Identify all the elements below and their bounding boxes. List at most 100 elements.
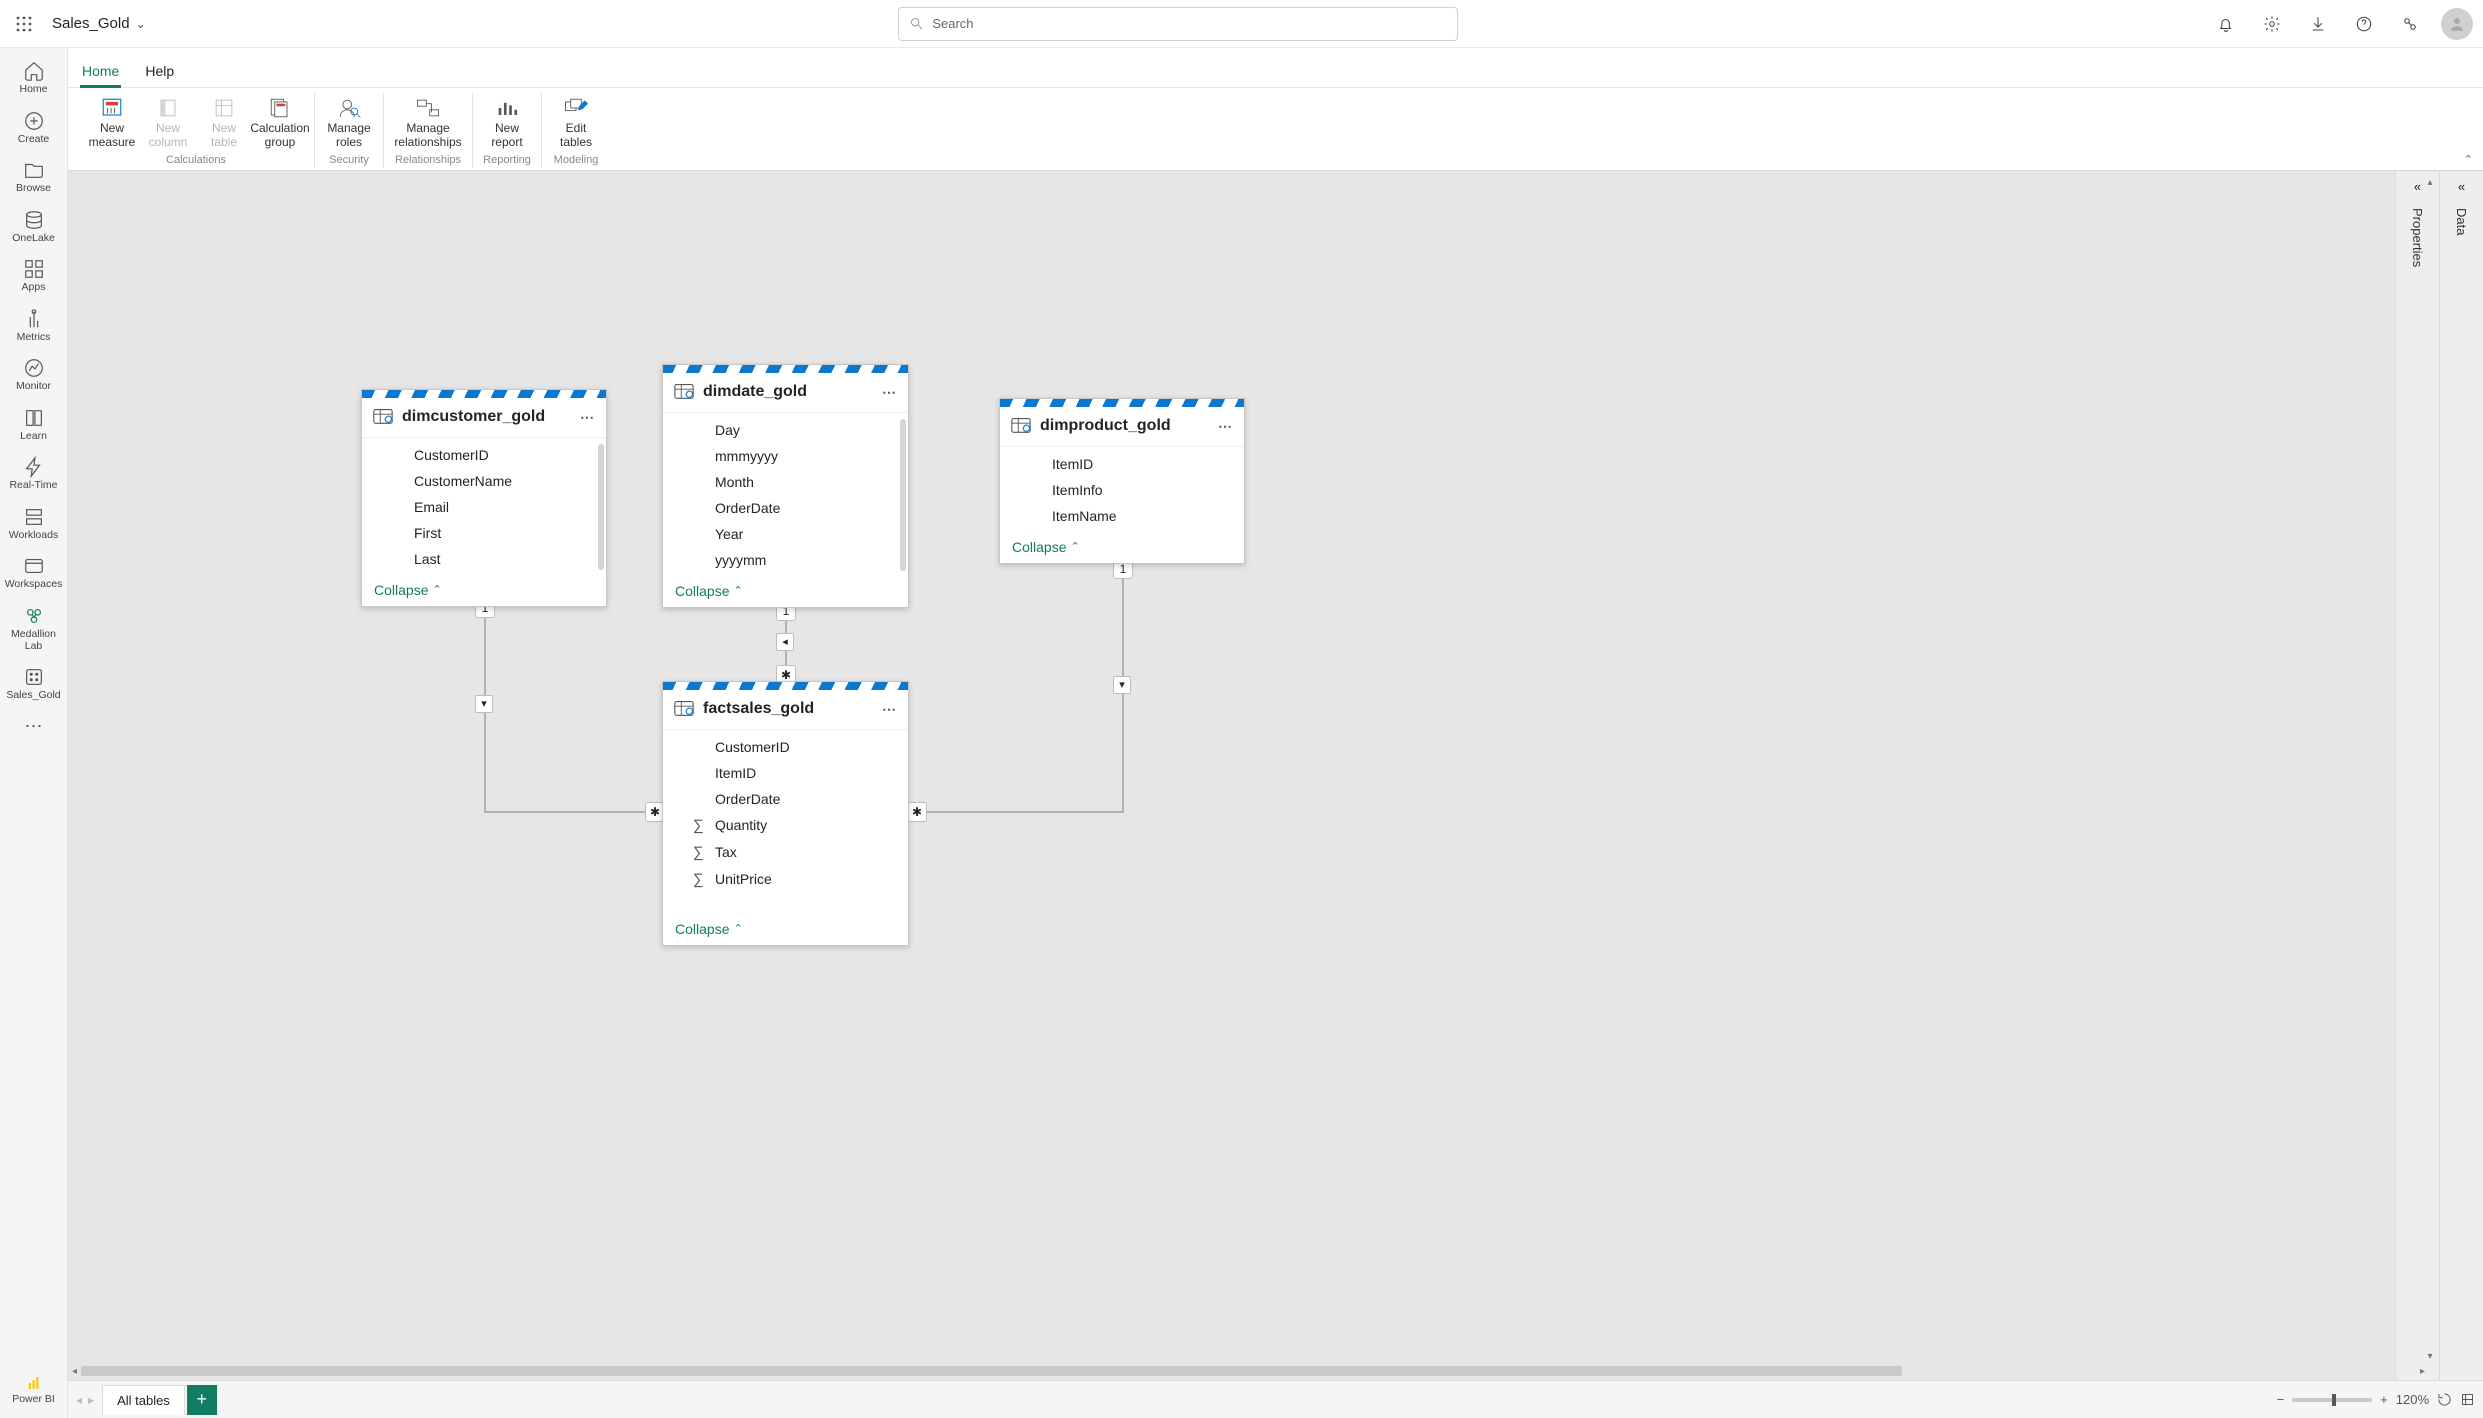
rail-more[interactable]: ⋯ <box>25 716 43 737</box>
rail-browse[interactable]: Browse <box>4 155 64 199</box>
chevron-down-icon: ⌄ <box>136 17 146 31</box>
table-card-stripe <box>362 390 606 398</box>
table-column[interactable]: ∑Quantity <box>663 812 908 839</box>
rail-create[interactable]: Create <box>4 106 64 150</box>
collapse-link[interactable]: Collapse ⌃ <box>675 583 743 599</box>
table-more-icon[interactable]: ⋯ <box>882 384 898 401</box>
rail-sales-gold[interactable]: Sales_Gold <box>4 662 64 706</box>
table-columns: CustomerIDItemIDOrderDate∑Quantity∑Tax∑U… <box>663 730 908 897</box>
rail-workspaces[interactable]: Workspaces <box>4 551 64 595</box>
rail-powerbi[interactable]: Power BI <box>4 1370 64 1410</box>
filter-direction-icon: ▾ <box>475 695 493 713</box>
btn-edit-tables[interactable]: Edit tables <box>548 92 604 152</box>
ribbon-group-modeling: Modeling <box>554 154 599 168</box>
table-more-icon[interactable]: ⋯ <box>882 701 898 718</box>
rail-workloads[interactable]: Workloads <box>4 502 64 546</box>
app-launcher-icon[interactable] <box>10 10 38 38</box>
top-bar: Sales_Gold ⌄ Search <box>0 0 2483 48</box>
reset-zoom-icon[interactable] <box>2437 1392 2452 1407</box>
fit-to-screen-icon[interactable] <box>2460 1392 2475 1407</box>
table-column[interactable]: ∑Tax <box>663 839 908 866</box>
expand-icon: « <box>2458 179 2465 194</box>
settings-icon[interactable] <box>2257 9 2287 39</box>
table-column[interactable]: Year <box>663 521 908 547</box>
download-icon[interactable] <box>2303 9 2333 39</box>
table-column[interactable]: Month <box>663 469 908 495</box>
rail-realtime[interactable]: Real-Time <box>4 452 64 496</box>
ribbon-collapse[interactable]: ⌃ <box>2464 153 2473 166</box>
rail-home[interactable]: Home <box>4 56 64 100</box>
vertical-scrollbar[interactable]: ▴▾ <box>2423 177 2437 1362</box>
btn-new-report[interactable]: New report <box>479 92 535 152</box>
rail-learn[interactable]: Learn <box>4 403 64 447</box>
search-input[interactable]: Search <box>898 7 1458 41</box>
table-columns: CustomerIDCustomerNameEmailFirstLast <box>362 438 606 576</box>
collapse-link[interactable]: Collapse ⌃ <box>675 921 743 937</box>
table-column[interactable]: CustomerID <box>362 442 606 468</box>
table-column[interactable]: ∑UnitPrice <box>663 866 908 893</box>
left-nav-rail: Home Create Browse OneLake Apps Metrics … <box>0 48 68 1418</box>
table-card-stripe <box>663 365 908 373</box>
data-pane-collapsed[interactable]: « Data <box>2439 171 2483 1380</box>
btn-manage-roles[interactable]: Manage roles <box>321 92 377 152</box>
table-name: dimcustomer_gold <box>402 408 572 426</box>
filter-direction-icon: ▾ <box>1113 676 1131 694</box>
btn-calc-group[interactable]: Calculation group <box>252 92 308 152</box>
collapse-link[interactable]: Collapse ⌃ <box>374 582 442 598</box>
table-column[interactable]: ItemID <box>1000 451 1244 477</box>
table-column[interactable]: First <box>362 520 606 546</box>
data-tab[interactable]: Data <box>2452 204 2471 239</box>
feedback-icon[interactable] <box>2395 9 2425 39</box>
table-scrollbar[interactable] <box>900 419 906 571</box>
tab-bar: ◂▸ All tables + − + 120% <box>68 1380 2483 1418</box>
filter-direction-icon: ◂ <box>776 633 794 651</box>
help-icon[interactable] <box>2349 9 2379 39</box>
tab-prev[interactable]: ◂ <box>76 1393 82 1407</box>
user-avatar[interactable] <box>2441 8 2473 40</box>
table-card-dimdate[interactable]: dimdate_gold⋯DaymmmyyyyMonthOrderDateYea… <box>662 364 909 608</box>
table-column[interactable]: OrderDate <box>663 495 908 521</box>
zoom-slider[interactable] <box>2292 1398 2372 1402</box>
zoom-in[interactable]: + <box>2380 1392 2388 1407</box>
rail-medallion-lab[interactable]: Medallion Lab <box>4 601 64 656</box>
zoom-out[interactable]: − <box>2277 1392 2285 1407</box>
table-column[interactable]: CustomerID <box>663 734 908 760</box>
table-icon <box>1010 415 1032 438</box>
menu-home[interactable]: Home <box>80 55 121 87</box>
model-canvas[interactable]: 1 ▾ ✱ 1 ◂ ✱ 1 ▾ ✱ dimcustomer_gold⋯Custo… <box>68 171 2395 1380</box>
btn-new-measure[interactable]: New measure <box>84 92 140 152</box>
rail-metrics[interactable]: Metrics <box>4 304 64 348</box>
table-column[interactable]: Last <box>362 546 606 572</box>
btn-manage-relationships[interactable]: Manage relationships <box>390 92 466 152</box>
horizontal-scrollbar[interactable]: ◂ ▸ <box>72 1364 2425 1378</box>
table-column[interactable]: OrderDate <box>663 786 908 812</box>
table-card-dimproduct[interactable]: dimproduct_gold ⋯ ItemIDItemInfoItemName Co… <box>999 398 1245 564</box>
table-scrollbar[interactable] <box>598 444 604 570</box>
table-card-dimcustomer[interactable]: dimcustomer_gold ⋯ CustomerIDCustomerNameE… <box>361 389 607 607</box>
table-column[interactable]: ItemInfo <box>1000 477 1244 503</box>
table-name: dimproduct_gold <box>1040 417 1210 435</box>
rail-apps[interactable]: Apps <box>4 254 64 298</box>
table-card-stripe <box>1000 399 1244 407</box>
table-column[interactable]: CustomerName <box>362 468 606 494</box>
rail-onelake[interactable]: OneLake <box>4 205 64 249</box>
table-more-icon[interactable]: ⋯ <box>580 409 596 426</box>
tab-all-tables[interactable]: All tables <box>102 1385 185 1415</box>
tab-next[interactable]: ▸ <box>88 1393 94 1407</box>
table-column[interactable]: ItemName <box>1000 503 1244 529</box>
table-more-icon[interactable]: ⋯ <box>1218 418 1234 435</box>
table-card-factsales[interactable]: factsales_gold⋯CustomerIDItemIDOrderDate… <box>662 681 909 946</box>
rail-monitor[interactable]: Monitor <box>4 353 64 397</box>
table-column[interactable]: Email <box>362 494 606 520</box>
notifications-icon[interactable] <box>2211 9 2241 39</box>
table-column[interactable]: ItemID <box>663 760 908 786</box>
table-icon <box>673 381 695 404</box>
add-tab-button[interactable]: + <box>187 1385 217 1415</box>
table-column[interactable]: Day <box>663 417 908 443</box>
document-title[interactable]: Sales_Gold ⌄ <box>52 15 146 32</box>
table-column[interactable]: yyyymm <box>663 547 908 573</box>
table-column[interactable]: mmmyyyy <box>663 443 908 469</box>
menu-help[interactable]: Help <box>143 55 176 87</box>
collapse-link[interactable]: Collapse ⌃ <box>1012 539 1080 555</box>
search-icon <box>909 16 924 31</box>
